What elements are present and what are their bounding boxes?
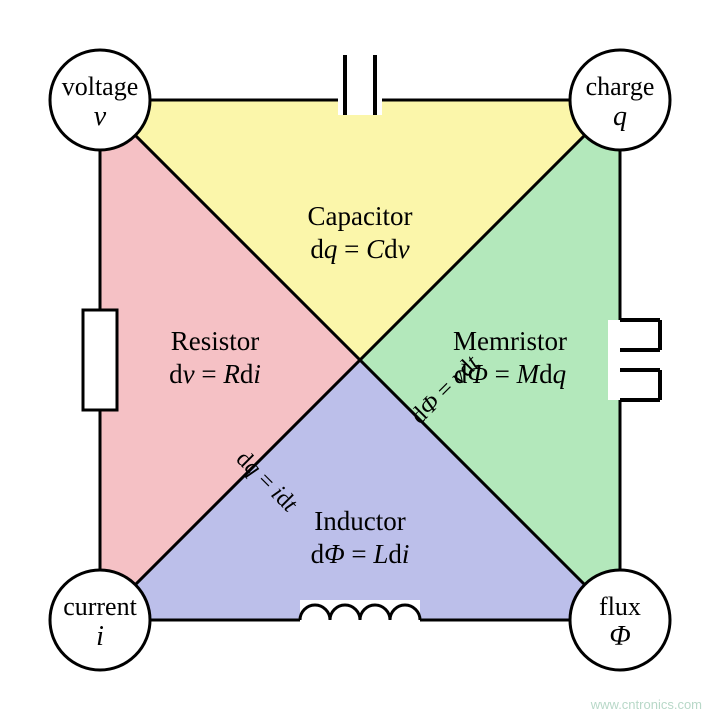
memristor-title: Memristor [453, 326, 567, 356]
node-current-var: i [96, 621, 104, 652]
node-charge-label: charge [586, 72, 655, 101]
capacitor-title: Capacitor [308, 201, 413, 231]
inductor-icon [300, 600, 420, 625]
capacitor-icon [338, 55, 382, 115]
watermark: www.cntronics.com [591, 697, 702, 712]
inductor-title: Inductor [314, 506, 405, 536]
resistor-title: Resistor [171, 326, 260, 356]
node-voltage-var: v [94, 101, 107, 132]
node-current-label: current [63, 592, 137, 621]
capacitor-eq: dq = Cdv [310, 234, 409, 264]
node-voltage-label: voltage [62, 72, 139, 101]
node-flux-label: flux [599, 592, 641, 621]
memristor-icon [608, 320, 668, 400]
circuit-elements-diagram: voltage v charge q current i flux Φ Capa… [0, 0, 720, 720]
resistor-icon [83, 310, 117, 410]
node-flux-var: Φ [609, 621, 630, 652]
node-charge-var: q [613, 101, 627, 132]
resistor-eq: dv = Rdi [169, 359, 261, 389]
inductor-eq: dΦ = Ldi [311, 539, 410, 569]
